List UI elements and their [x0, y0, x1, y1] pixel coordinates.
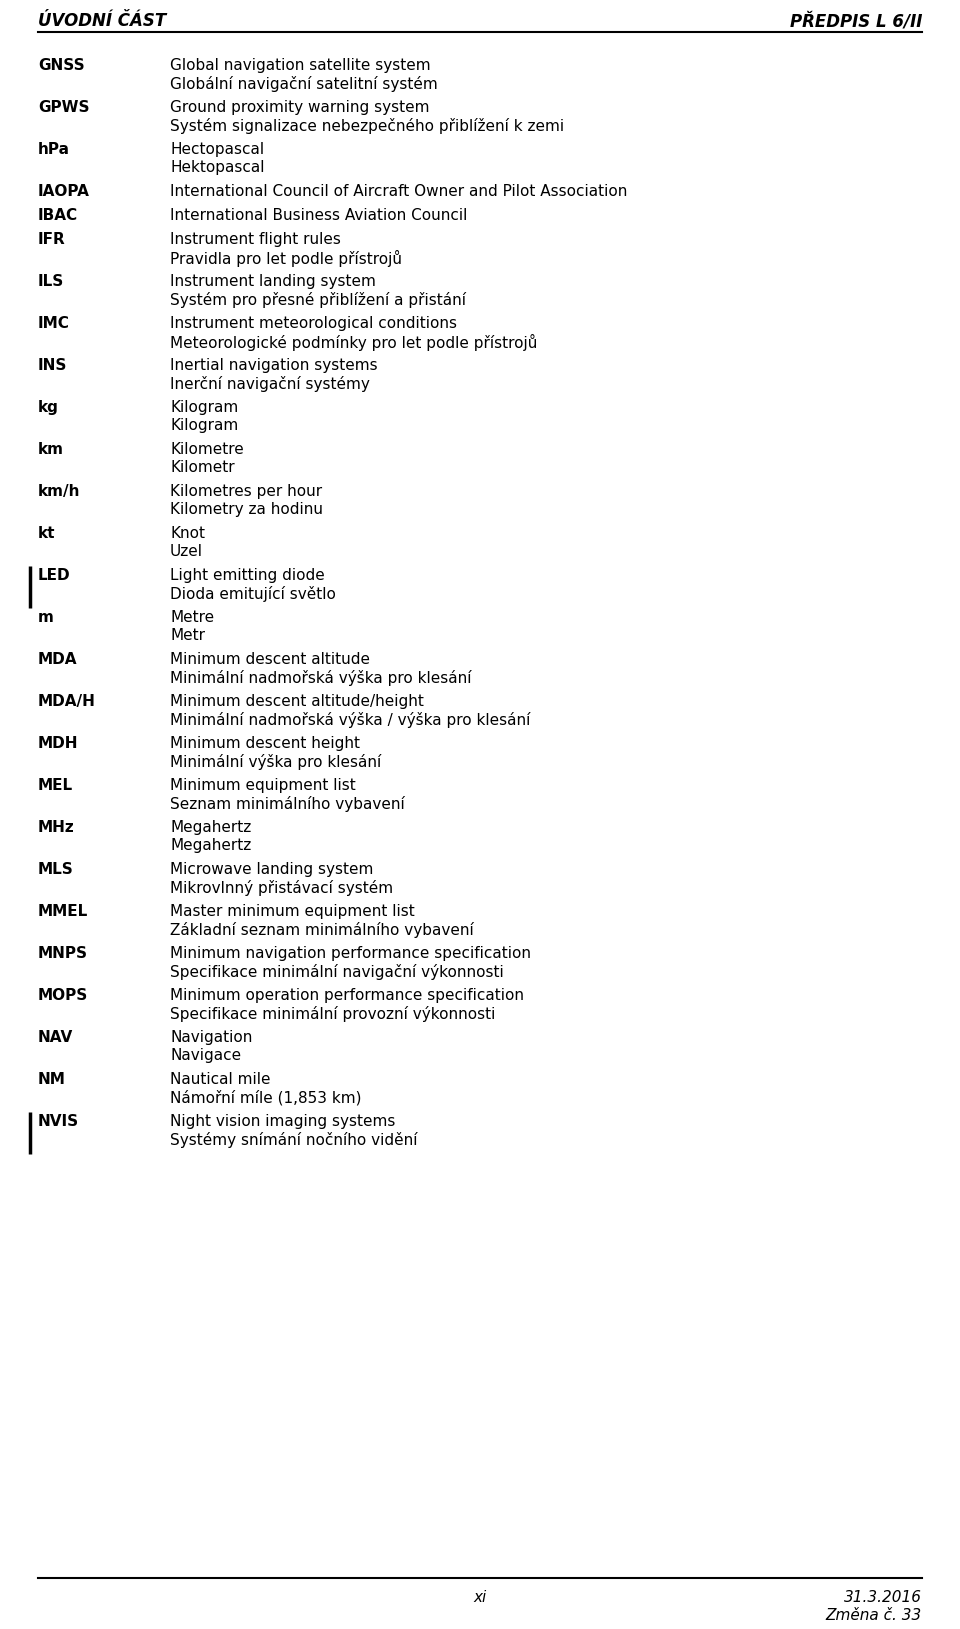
- Text: MDA: MDA: [38, 652, 78, 666]
- Text: Meteorologické podmínky pro let podle přístrojů: Meteorologické podmínky pro let podle př…: [170, 334, 538, 350]
- Text: Knot: Knot: [170, 526, 205, 541]
- Text: Námořní míle (1,853 km): Námořní míle (1,853 km): [170, 1090, 362, 1106]
- Text: MMEL: MMEL: [38, 904, 88, 919]
- Text: km: km: [38, 441, 64, 458]
- Text: Minimum operation performance specification: Minimum operation performance specificat…: [170, 989, 524, 1003]
- Text: 31.3.2016: 31.3.2016: [844, 1590, 922, 1605]
- Text: MDA/H: MDA/H: [38, 694, 96, 709]
- Text: PŘEDPIS L 6/II: PŘEDPIS L 6/II: [790, 11, 922, 29]
- Text: Metr: Metr: [170, 629, 205, 643]
- Text: Nautical mile: Nautical mile: [170, 1072, 271, 1087]
- Text: Kilometry za hodinu: Kilometry za hodinu: [170, 502, 323, 516]
- Text: Minimum navigation performance specification: Minimum navigation performance specifica…: [170, 946, 531, 961]
- Text: Hektopascal: Hektopascal: [170, 160, 265, 174]
- Text: IFR: IFR: [38, 231, 65, 248]
- Text: Kilometre: Kilometre: [170, 441, 244, 458]
- Text: Kilometr: Kilometr: [170, 459, 234, 476]
- Text: Kilometres per hour: Kilometres per hour: [170, 484, 323, 498]
- Text: NM: NM: [38, 1072, 66, 1087]
- Text: NAV: NAV: [38, 1030, 73, 1044]
- Text: Megahertz: Megahertz: [170, 837, 252, 854]
- Text: Systém pro přesné přiblížení a přistání: Systém pro přesné přiblížení a přistání: [170, 292, 466, 308]
- Text: Global navigation satellite system: Global navigation satellite system: [170, 59, 431, 73]
- Text: Light emitting diode: Light emitting diode: [170, 569, 324, 583]
- Text: LED: LED: [38, 569, 71, 583]
- Text: Instrument meteorological conditions: Instrument meteorological conditions: [170, 316, 457, 331]
- Text: NVIS: NVIS: [38, 1114, 79, 1129]
- Text: IAOPA: IAOPA: [38, 184, 90, 199]
- Text: hPa: hPa: [38, 142, 70, 156]
- Text: Inerční navigační systémy: Inerční navigační systémy: [170, 376, 370, 393]
- Text: Navigation: Navigation: [170, 1030, 252, 1044]
- Text: MNPS: MNPS: [38, 946, 88, 961]
- Text: m: m: [38, 609, 54, 626]
- Text: Kilogram: Kilogram: [170, 401, 238, 415]
- Text: ILS: ILS: [38, 274, 64, 288]
- Text: Megahertz: Megahertz: [170, 819, 252, 836]
- Text: Změna č. 33: Změna č. 33: [826, 1608, 922, 1622]
- Text: Minimum equipment list: Minimum equipment list: [170, 779, 356, 793]
- Text: MDH: MDH: [38, 736, 79, 751]
- Text: Night vision imaging systems: Night vision imaging systems: [170, 1114, 396, 1129]
- Text: Dioda emitující světlo: Dioda emitující světlo: [170, 586, 336, 603]
- Text: International Business Aviation Council: International Business Aviation Council: [170, 209, 468, 223]
- Text: MEL: MEL: [38, 779, 73, 793]
- Text: Microwave landing system: Microwave landing system: [170, 862, 373, 876]
- Text: MHz: MHz: [38, 819, 75, 836]
- Text: International Council of Aircraft Owner and Pilot Association: International Council of Aircraft Owner …: [170, 184, 628, 199]
- Text: Master minimum equipment list: Master minimum equipment list: [170, 904, 415, 919]
- Text: Základní seznam minimálního vybavení: Základní seznam minimálního vybavení: [170, 922, 473, 938]
- Text: Minimum descent altitude/height: Minimum descent altitude/height: [170, 694, 424, 709]
- Text: xi: xi: [473, 1590, 487, 1605]
- Text: Kilogram: Kilogram: [170, 419, 238, 433]
- Text: Seznam minimálního vybavení: Seznam minimálního vybavení: [170, 797, 405, 811]
- Text: INS: INS: [38, 358, 67, 373]
- Text: Specifikace minimální navigační výkonnosti: Specifikace minimální navigační výkonnos…: [170, 964, 504, 981]
- Text: Inertial navigation systems: Inertial navigation systems: [170, 358, 377, 373]
- Text: Minimální výška pro klesání: Minimální výška pro klesání: [170, 754, 381, 771]
- Text: Navigace: Navigace: [170, 1047, 241, 1064]
- Text: Pravidla pro let podle přístrojů: Pravidla pro let podle přístrojů: [170, 249, 402, 267]
- Text: Instrument flight rules: Instrument flight rules: [170, 231, 341, 248]
- Text: MOPS: MOPS: [38, 989, 88, 1003]
- Text: kt: kt: [38, 526, 56, 541]
- Text: Instrument landing system: Instrument landing system: [170, 274, 376, 288]
- Text: Minimální nadmořská výška pro klesání: Minimální nadmořská výška pro klesání: [170, 670, 471, 686]
- Text: Mikrovlnný přistávací systém: Mikrovlnný přistávací systém: [170, 880, 394, 896]
- Text: Minimum descent altitude: Minimum descent altitude: [170, 652, 370, 666]
- Text: GNSS: GNSS: [38, 59, 84, 73]
- Text: Minimální nadmořská výška / výška pro klesání: Minimální nadmořská výška / výška pro kl…: [170, 712, 530, 728]
- Text: GPWS: GPWS: [38, 99, 89, 116]
- Text: Systémy snímání nočního vidění: Systémy snímání nočního vidění: [170, 1132, 418, 1148]
- Text: IMC: IMC: [38, 316, 70, 331]
- Text: Systém signalizace nebezpečného přiblížení k zemi: Systém signalizace nebezpečného přiblíže…: [170, 117, 564, 134]
- Text: Uzel: Uzel: [170, 544, 203, 559]
- Text: Ground proximity warning system: Ground proximity warning system: [170, 99, 429, 116]
- Text: Minimum descent height: Minimum descent height: [170, 736, 360, 751]
- Text: IBAC: IBAC: [38, 209, 78, 223]
- Text: Metre: Metre: [170, 609, 214, 626]
- Text: Specifikace minimální provozní výkonnosti: Specifikace minimální provozní výkonnost…: [170, 1007, 495, 1021]
- Text: Hectopascal: Hectopascal: [170, 142, 264, 156]
- Text: Globální navigační satelitní systém: Globální navigační satelitní systém: [170, 77, 438, 91]
- Text: km/h: km/h: [38, 484, 81, 498]
- Text: kg: kg: [38, 401, 59, 415]
- Text: MLS: MLS: [38, 862, 74, 876]
- Text: ÚVODNÍ ČÁST: ÚVODNÍ ČÁST: [38, 11, 166, 29]
